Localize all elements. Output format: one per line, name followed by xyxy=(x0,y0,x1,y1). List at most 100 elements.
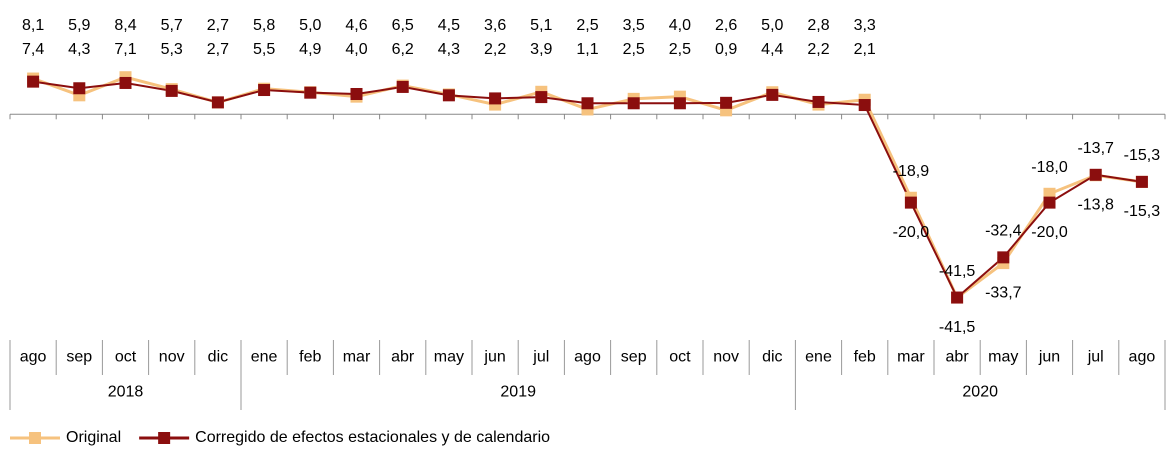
data-label: 2,8 xyxy=(807,17,829,34)
x-tick-label: jul xyxy=(532,349,549,366)
data-label: -20,0 xyxy=(1031,224,1068,241)
legend-marker xyxy=(29,432,41,444)
data-label: 6,2 xyxy=(392,41,414,58)
data-point xyxy=(350,87,363,100)
x-tick-label: may xyxy=(988,349,1018,366)
data-label: 8,4 xyxy=(114,17,136,34)
legend-marker xyxy=(158,432,171,444)
data-label: 4,4 xyxy=(761,41,783,58)
data-label: -18,0 xyxy=(1031,159,1068,176)
data-label: 4,9 xyxy=(299,41,321,58)
data-label: 3,3 xyxy=(854,17,876,34)
data-point xyxy=(581,97,594,110)
data-label: 7,1 xyxy=(114,41,136,58)
data-point xyxy=(812,95,825,108)
data-label: 6,5 xyxy=(392,17,414,34)
data-label: 2,5 xyxy=(623,41,645,58)
legend-label: Corregido de efectos estacionales y de c… xyxy=(195,429,550,446)
x-tick-label: ago xyxy=(20,349,47,366)
data-label: 2,5 xyxy=(669,41,691,58)
data-point xyxy=(720,96,733,109)
data-point xyxy=(442,89,455,102)
data-label: 4,3 xyxy=(438,41,460,58)
data-label: 2,5 xyxy=(576,17,598,34)
data-point xyxy=(858,99,871,112)
data-label: 2,1 xyxy=(854,41,876,58)
x-tick-label: oct xyxy=(669,349,691,366)
x-tick-label: dic xyxy=(208,349,228,366)
data-label: -33,7 xyxy=(985,284,1022,301)
x-tick-label: ago xyxy=(574,349,601,366)
x-tick-label: may xyxy=(434,349,464,366)
x-tick-label: ene xyxy=(805,349,832,366)
data-label: -13,7 xyxy=(1077,140,1114,157)
data-label: 8,1 xyxy=(22,17,44,34)
data-point xyxy=(489,92,502,105)
data-point xyxy=(211,96,224,109)
x-tick-label: ene xyxy=(251,349,278,366)
data-label: 4,6 xyxy=(345,17,367,34)
data-label: 5,9 xyxy=(68,17,90,34)
data-label: 2,2 xyxy=(484,41,506,58)
data-point xyxy=(73,82,86,95)
data-label: 2,2 xyxy=(807,41,829,58)
x-tick-label: nov xyxy=(713,349,739,366)
x-tick-label: jun xyxy=(1038,349,1060,366)
data-label: 4,3 xyxy=(68,41,90,58)
data-point xyxy=(1135,175,1148,188)
x-tick-label: dic xyxy=(762,349,782,366)
data-label: 4,5 xyxy=(438,17,460,34)
data-point xyxy=(1043,196,1056,209)
x-tick-label: abr xyxy=(946,349,970,366)
data-label: 3,6 xyxy=(484,17,506,34)
data-label: -41,5 xyxy=(939,263,976,280)
data-label: -32,4 xyxy=(985,223,1022,240)
data-point xyxy=(535,91,548,104)
data-label: 4,0 xyxy=(345,41,367,58)
data-point xyxy=(165,84,178,97)
data-point xyxy=(673,97,686,110)
data-point xyxy=(1089,168,1102,181)
data-label: 1,1 xyxy=(576,41,598,58)
data-label: -15,3 xyxy=(1124,203,1161,220)
x-tick-label: jul xyxy=(1087,349,1104,366)
data-label: 3,5 xyxy=(623,17,645,34)
data-point xyxy=(627,97,640,110)
x-tick-label: sep xyxy=(66,349,92,366)
group-label: 2019 xyxy=(500,384,536,401)
x-tick-label: mar xyxy=(343,349,371,366)
data-point xyxy=(119,76,132,89)
data-label: 5,5 xyxy=(253,41,275,58)
x-tick-label: feb xyxy=(299,349,321,366)
data-point xyxy=(904,196,917,209)
x-tick-label: ago xyxy=(1129,349,1156,366)
data-label: 5,1 xyxy=(530,17,552,34)
data-label: 5,0 xyxy=(761,17,783,34)
data-label: 4,0 xyxy=(669,17,691,34)
data-label: 5,8 xyxy=(253,17,275,34)
data-point xyxy=(258,84,271,97)
data-label: -18,9 xyxy=(893,163,930,180)
data-point xyxy=(951,291,964,304)
data-label: 3,9 xyxy=(530,41,552,58)
data-point xyxy=(997,251,1010,264)
x-tick-label: mar xyxy=(897,349,925,366)
data-label: -20,0 xyxy=(893,224,930,241)
x-tick-label: jun xyxy=(483,349,505,366)
x-tick-label: nov xyxy=(159,349,185,366)
data-point xyxy=(27,75,40,88)
data-label: -41,5 xyxy=(939,319,976,336)
legend-label: Original xyxy=(66,429,121,446)
data-point xyxy=(396,80,409,93)
data-label: 2,7 xyxy=(207,41,229,58)
data-point xyxy=(766,88,779,101)
data-label: 7,4 xyxy=(22,41,44,58)
data-label: -15,3 xyxy=(1124,147,1161,164)
data-label: 2,7 xyxy=(207,17,229,34)
data-label: 5,0 xyxy=(299,17,321,34)
group-label: 2018 xyxy=(108,384,144,401)
x-tick-label: oct xyxy=(115,349,137,366)
data-label: 0,9 xyxy=(715,41,737,58)
x-tick-label: feb xyxy=(854,349,876,366)
